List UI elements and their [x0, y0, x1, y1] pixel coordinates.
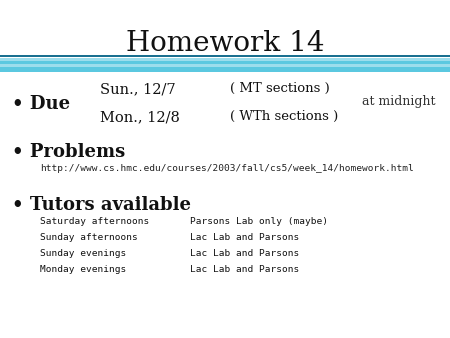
Bar [0, 58, 450, 61]
Text: ( MT sections ): ( MT sections ) [230, 82, 330, 95]
Text: • Problems: • Problems [12, 143, 125, 161]
Text: Homework 14: Homework 14 [126, 30, 324, 57]
Text: Saturday afternoons: Saturday afternoons [40, 217, 149, 226]
Text: • Tutors available: • Tutors available [12, 196, 191, 214]
Text: • Due: • Due [12, 95, 70, 113]
Text: Parsons Lab only (maybe): Parsons Lab only (maybe) [190, 217, 328, 226]
Text: Lac Lab and Parsons: Lac Lab and Parsons [190, 249, 299, 258]
Text: Sun., 12/7: Sun., 12/7 [100, 82, 176, 96]
Text: http://www.cs.hmc.edu/courses/2003/fall/cs5/week_14/homework.html: http://www.cs.hmc.edu/courses/2003/fall/… [40, 164, 414, 173]
Text: Sunday evenings: Sunday evenings [40, 249, 126, 258]
Bar [0, 64, 450, 67]
Text: Monday evenings: Monday evenings [40, 265, 126, 274]
Bar [0, 58, 450, 72]
Text: Lac Lab and Parsons: Lac Lab and Parsons [190, 233, 299, 242]
Text: ( WTh sections ): ( WTh sections ) [230, 110, 338, 123]
Bar [0, 70, 450, 72]
Text: Mon., 12/8: Mon., 12/8 [100, 110, 180, 124]
Bar [0, 55, 450, 57]
Text: Lac Lab and Parsons: Lac Lab and Parsons [190, 265, 299, 274]
Text: at midnight: at midnight [361, 95, 435, 108]
Text: Sunday afternoons: Sunday afternoons [40, 233, 138, 242]
